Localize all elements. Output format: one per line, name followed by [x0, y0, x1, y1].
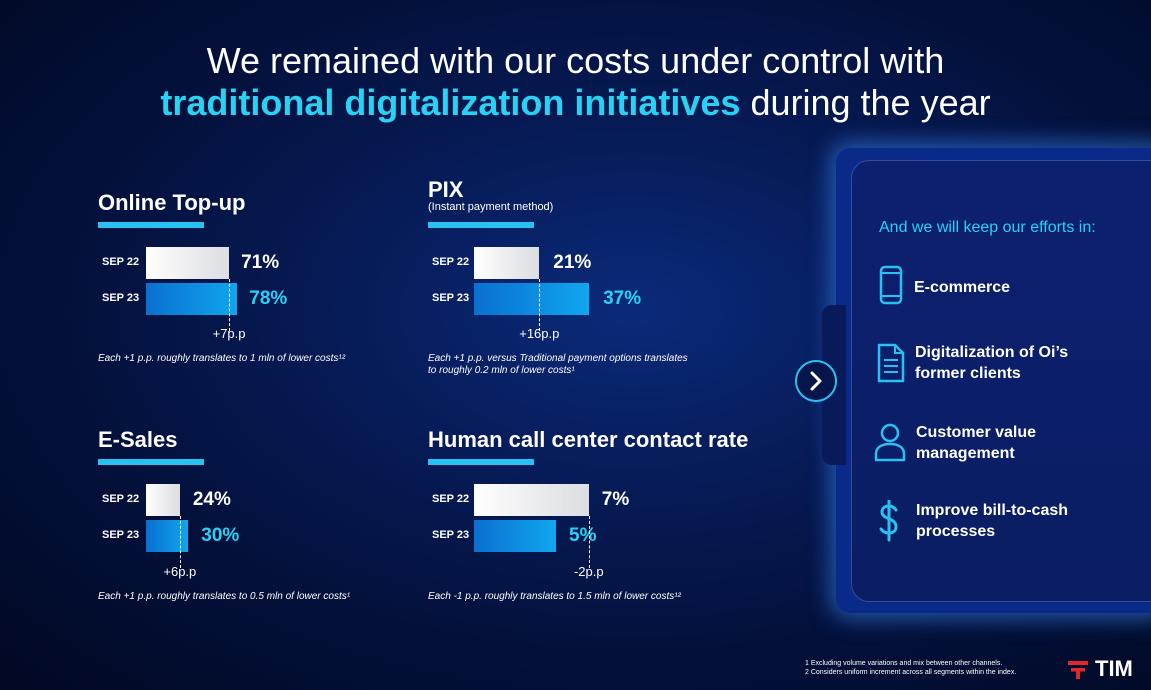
effort-item-customer-value: Customer value management: [916, 424, 1037, 462]
title-underline: [428, 222, 534, 228]
bar: [474, 247, 540, 279]
chart-title: E-Sales: [98, 427, 178, 452]
value-label: 71%: [241, 252, 280, 273]
chart-note: Each +1 p.p. roughly translates to 1 mln…: [98, 353, 346, 364]
value-label: 30%: [201, 525, 240, 546]
title-line-1: We remained with our costs under control…: [206, 40, 945, 81]
chart-note: Each -1 p.p. roughly translates to 1.5 m…: [428, 591, 681, 602]
smartphone-icon: [879, 265, 903, 310]
person-icon: [873, 422, 907, 467]
category-label: SEP 22: [432, 493, 470, 505]
title-underline: [428, 459, 534, 465]
category-label: SEP 22: [432, 256, 470, 268]
category-label: SEP 23: [432, 292, 470, 304]
bar: [474, 520, 556, 552]
next-arrow-button[interactable]: [795, 360, 837, 402]
tim-logo: TIM: [1067, 656, 1133, 682]
bar: [146, 283, 238, 315]
value-label: 5%: [569, 525, 597, 546]
footnote-1: 1 Excluding volume variations and mix be…: [805, 660, 1003, 667]
footnotes: 1 Excluding volume variations and mix be…: [805, 659, 1016, 677]
delta-label: +16p.p: [519, 326, 560, 341]
chart-subtitle: (Instant payment method): [428, 201, 554, 213]
value-label: 24%: [192, 489, 231, 510]
effort-item-digitalization: Digitalization of Oi’s former clients: [915, 344, 1069, 382]
effort-item-bill-to-cash: Improve bill-to-cash processes: [916, 502, 1069, 540]
footnote-2: 2 Considers uniform increment across all…: [805, 669, 1017, 676]
delta-label: +6p.p: [163, 564, 197, 579]
reference-dash: [229, 279, 231, 331]
title-line-2: traditional digitalization initiatives d…: [0, 82, 1151, 124]
delta-label: +7p.p: [212, 326, 246, 341]
category-label: SEP 22: [102, 256, 140, 268]
bar: [146, 484, 180, 516]
chevron-right-icon: [810, 371, 822, 391]
dollar-icon: [878, 499, 900, 547]
value-label: 21%: [553, 252, 592, 273]
title-rest: during the year: [740, 82, 991, 123]
tim-logo-text: TIM: [1095, 656, 1133, 681]
category-label: SEP 22: [102, 493, 140, 505]
chart-note: Each +1 p.p. roughly translates to 0.5 m…: [98, 591, 351, 602]
bar: [146, 520, 189, 552]
card-heading: And we will keep our efforts in:: [879, 219, 1096, 236]
chart-title: Online Top-up: [98, 190, 246, 215]
value-label: 78%: [249, 288, 288, 309]
chart-title: Human call center contact rate: [428, 427, 749, 452]
document-icon: [876, 342, 906, 389]
category-label: SEP 23: [102, 292, 140, 304]
bar: [474, 283, 590, 315]
title-underline: [98, 459, 204, 465]
reference-dash: [588, 516, 590, 568]
category-label: SEP 23: [102, 529, 140, 541]
value-label: 37%: [603, 288, 642, 309]
chart-title: PIX: [428, 177, 464, 202]
chart-note: Each +1 p.p. versus Traditional payment …: [428, 353, 688, 376]
reference-dash: [539, 279, 541, 331]
bar: [146, 247, 230, 279]
title-highlight: traditional digitalization initiatives: [160, 82, 741, 123]
bar: [474, 484, 589, 516]
title-underline: [98, 222, 204, 228]
effort-item-ecommerce: E-commerce: [914, 279, 1011, 296]
value-label: 7%: [601, 489, 630, 510]
category-label: SEP 23: [432, 529, 470, 541]
reference-dash: [179, 516, 181, 568]
tim-logo-mark-icon: [1068, 661, 1088, 679]
delta-label: -2p.p: [573, 564, 604, 579]
